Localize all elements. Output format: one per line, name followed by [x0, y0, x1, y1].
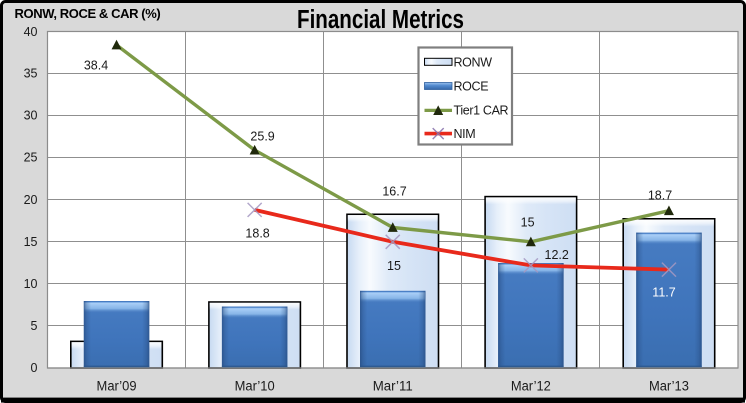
svg-text:Mar’09: Mar’09 [97, 379, 137, 394]
svg-text:5: 5 [31, 319, 38, 333]
svg-text:NIM: NIM [454, 127, 476, 141]
svg-text:0: 0 [31, 361, 38, 375]
svg-text:40: 40 [24, 25, 38, 39]
svg-text:15: 15 [387, 259, 401, 273]
svg-text:Mar’13: Mar’13 [649, 379, 689, 394]
svg-text:11.7: 11.7 [652, 285, 675, 299]
svg-text:30: 30 [24, 109, 38, 123]
svg-text:15: 15 [521, 216, 535, 230]
svg-text:Financial Metrics: Financial Metrics [297, 6, 464, 34]
svg-text:16.7: 16.7 [382, 185, 406, 199]
svg-text:20: 20 [24, 193, 38, 207]
svg-text:Mar’11: Mar’11 [373, 379, 413, 394]
svg-text:12.2: 12.2 [545, 248, 569, 262]
svg-text:25: 25 [24, 151, 38, 165]
svg-text:ROCE: ROCE [454, 80, 489, 94]
svg-text:Mar’10: Mar’10 [235, 379, 275, 394]
svg-text:RONW: RONW [454, 56, 493, 70]
svg-text:18.7: 18.7 [648, 188, 672, 202]
svg-text:38.4: 38.4 [84, 59, 108, 73]
svg-text:Mar’12: Mar’12 [511, 379, 551, 394]
svg-text:25.9: 25.9 [250, 129, 274, 143]
svg-text:18.8: 18.8 [245, 227, 269, 241]
svg-text:35: 35 [24, 67, 38, 81]
svg-text:15: 15 [24, 235, 38, 249]
svg-text:10: 10 [24, 277, 38, 291]
svg-text:Tier1 CAR: Tier1 CAR [454, 104, 509, 118]
svg-text:RONW, ROCE & CAR (%): RONW, ROCE & CAR (%) [15, 6, 161, 21]
